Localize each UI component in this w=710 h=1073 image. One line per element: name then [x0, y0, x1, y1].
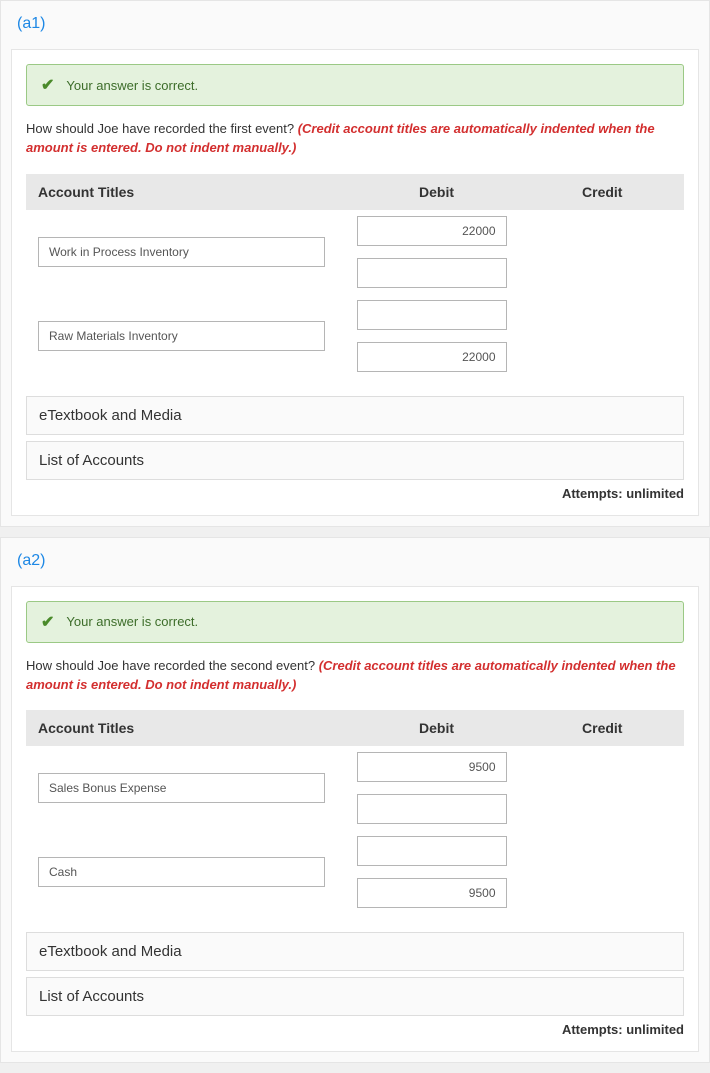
debit-input[interactable]	[357, 752, 507, 782]
credit-input[interactable]	[357, 258, 507, 288]
table-row	[26, 746, 684, 830]
question-plain: How should Joe have recorded the first e…	[26, 121, 298, 136]
banner-message: Your answer is correct.	[66, 78, 198, 93]
question-text: How should Joe have recorded the first e…	[26, 120, 684, 158]
accordion-list-accounts[interactable]: List of Accounts	[26, 441, 684, 480]
header-credit: Credit	[521, 174, 685, 210]
header-credit: Credit	[521, 710, 685, 746]
header-account-titles: Account Titles	[26, 710, 353, 746]
header-debit: Debit	[353, 174, 521, 210]
banner-message: Your answer is correct.	[66, 614, 198, 629]
table-row	[26, 210, 684, 294]
section-label: (a2)	[1, 538, 709, 576]
question-plain: How should Joe have recorded the second …	[26, 658, 319, 673]
check-icon: ✔	[41, 75, 54, 95]
accordion-etextbook[interactable]: eTextbook and Media	[26, 932, 684, 971]
account-title-input[interactable]	[38, 773, 325, 803]
journal-entry-table: Account Titles Debit Credit	[26, 710, 684, 914]
answer-correct-banner: ✔ Your answer is correct.	[26, 64, 684, 106]
credit-input[interactable]	[357, 878, 507, 908]
question-section-a1: (a1) ✔ Your answer is correct. How shoul…	[0, 0, 710, 527]
question-section-a2: (a2) ✔ Your answer is correct. How shoul…	[0, 537, 710, 1064]
table-row	[26, 294, 684, 378]
section-label: (a1)	[1, 1, 709, 39]
header-debit: Debit	[353, 710, 521, 746]
table-row	[26, 830, 684, 914]
accordion-list-accounts[interactable]: List of Accounts	[26, 977, 684, 1016]
credit-input[interactable]	[357, 794, 507, 824]
credit-input[interactable]	[357, 342, 507, 372]
section-body: ✔ Your answer is correct. How should Joe…	[11, 49, 699, 516]
debit-input[interactable]	[357, 300, 507, 330]
account-title-input[interactable]	[38, 857, 325, 887]
answer-correct-banner: ✔ Your answer is correct.	[26, 601, 684, 643]
section-body: ✔ Your answer is correct. How should Joe…	[11, 586, 699, 1053]
attempts-label: Attempts: unlimited	[26, 486, 684, 501]
account-title-input[interactable]	[38, 321, 325, 351]
journal-entry-table: Account Titles Debit Credit	[26, 174, 684, 378]
account-title-input[interactable]	[38, 237, 325, 267]
accordion-etextbook[interactable]: eTextbook and Media	[26, 396, 684, 435]
header-account-titles: Account Titles	[26, 174, 353, 210]
debit-input[interactable]	[357, 216, 507, 246]
debit-input[interactable]	[357, 836, 507, 866]
check-icon: ✔	[41, 612, 54, 632]
attempts-label: Attempts: unlimited	[26, 1022, 684, 1037]
question-text: How should Joe have recorded the second …	[26, 657, 684, 695]
